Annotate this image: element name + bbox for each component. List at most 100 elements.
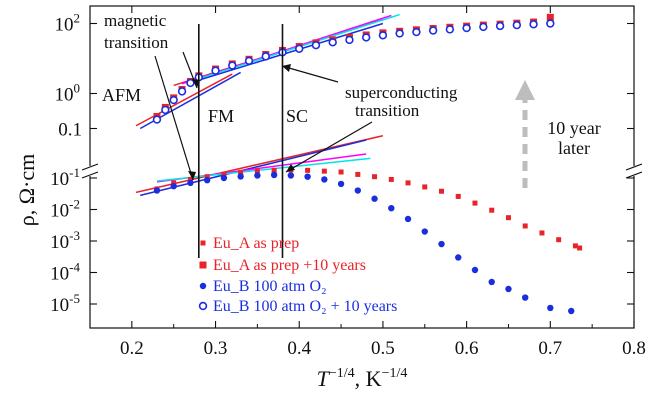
data-point-s2 xyxy=(153,187,161,194)
data-point-s2 xyxy=(270,171,278,179)
data-point-s2 xyxy=(421,228,428,235)
axis-break-mask-0 xyxy=(82,166,98,176)
data-point-s0 xyxy=(171,180,177,186)
data-point-s3 xyxy=(211,66,220,75)
data-point-s3 xyxy=(186,78,195,88)
data-point-s2 xyxy=(237,173,244,180)
y-tick-label-upper: 100 xyxy=(55,81,81,106)
data-point-s0 xyxy=(455,193,461,199)
data-point-s1 xyxy=(546,13,554,21)
data-point-s3 xyxy=(311,40,321,50)
fit-line-6 xyxy=(135,134,384,194)
superconducting-transition-label: transition xyxy=(355,101,420,120)
plot-frame xyxy=(89,5,635,329)
sc-arrow-upper xyxy=(281,65,339,83)
ten-year-label: 10 year xyxy=(547,118,600,138)
data-point-s0 xyxy=(388,176,394,182)
x-tick-label: 0.4 xyxy=(287,338,311,359)
legend-entry: Eu_A as prep xyxy=(213,235,299,252)
data-point-s3 xyxy=(378,31,388,40)
data-point-s2 xyxy=(337,180,345,188)
legend-marker xyxy=(198,301,208,311)
data-point-s3 xyxy=(428,26,438,35)
data-point-s2 xyxy=(371,195,378,202)
x-tick-label: 0.3 xyxy=(204,338,228,359)
data-point-s0 xyxy=(472,200,478,206)
data-point-s2 xyxy=(304,173,311,180)
data-point-s3 xyxy=(512,20,522,30)
data-point-s0 xyxy=(254,168,260,174)
x-tick-label: 0.8 xyxy=(622,338,646,359)
data-point-s3 xyxy=(395,29,404,38)
data-point-s2 xyxy=(547,304,554,312)
data-point-s0 xyxy=(405,180,411,186)
data-point-s0 xyxy=(204,174,210,180)
data-point-s0 xyxy=(238,169,244,175)
data-point-s2 xyxy=(522,294,529,301)
data-point-s0 xyxy=(556,237,562,243)
arrowhead xyxy=(188,171,196,180)
data-point-s3 xyxy=(161,105,170,115)
x-tick-label: 0.6 xyxy=(455,338,479,359)
axis-break-mark-0-a xyxy=(81,163,99,171)
data-point-s2 xyxy=(438,240,445,248)
data-point-s2 xyxy=(321,176,328,183)
axis-break-mask-1 xyxy=(626,166,642,176)
data-point-s0 xyxy=(187,176,193,182)
data-point-s2 xyxy=(220,174,228,182)
data-point-s3 xyxy=(361,33,371,42)
data-point-s2 xyxy=(187,179,194,187)
fit-line-0 xyxy=(135,73,233,127)
data-point-s3 xyxy=(228,61,237,70)
data-point-s0 xyxy=(372,174,378,180)
sc-label: SC xyxy=(286,106,308,126)
y-tick-label-lower: 10-5 xyxy=(50,291,80,316)
data-point-s3 xyxy=(295,44,304,53)
fit-line-4 xyxy=(190,13,400,83)
fm-label: FM xyxy=(208,106,234,126)
axis-break-mark-1-a xyxy=(625,163,643,171)
data-point-s3 xyxy=(546,19,555,28)
arrowhead xyxy=(192,79,200,88)
magnetic-transition-label: transition xyxy=(104,33,169,52)
data-point-s0 xyxy=(522,223,528,229)
arrowhead xyxy=(282,64,291,72)
y-tick-label-lower: 10-1 xyxy=(50,165,80,190)
legend-entry: Eu_B 100 atm O₂ + 10 years xyxy=(213,298,397,315)
data-point-s3 xyxy=(445,25,455,34)
data-point-s2 xyxy=(203,177,211,184)
data-point-s3 xyxy=(261,52,270,61)
data-point-s0 xyxy=(539,230,545,236)
data-point-s2 xyxy=(404,215,412,223)
data-point-s0 xyxy=(338,169,344,175)
data-point-s0 xyxy=(321,168,327,174)
data-point-s3 xyxy=(169,95,178,105)
data-point-s3 xyxy=(152,115,162,124)
data-point-s0 xyxy=(489,207,495,213)
data-point-s3 xyxy=(177,87,187,96)
data-point-s3 xyxy=(412,27,421,37)
axis-break-mark-0-b xyxy=(81,171,99,179)
fit-line-5 xyxy=(198,22,384,81)
y-tick-label-upper: 102 xyxy=(55,11,81,36)
data-point-s2 xyxy=(505,285,512,293)
data-point-s0 xyxy=(439,188,445,194)
ten-year-label: later xyxy=(558,138,590,158)
x-tick-label: 0.7 xyxy=(538,338,562,359)
y-tick-label-lower: 10-4 xyxy=(50,260,80,285)
data-point-s3 xyxy=(244,56,254,65)
legend-marker xyxy=(199,261,207,269)
data-point-s2 xyxy=(488,278,495,286)
legend-entry: Eu_A as prep +10 years xyxy=(213,257,366,274)
afm-label: AFM xyxy=(102,85,141,105)
y-tick-label-lower: 10-2 xyxy=(50,197,80,222)
axis-break-mark-1-b xyxy=(625,171,643,179)
data-point-s2 xyxy=(287,172,295,179)
data-point-s0 xyxy=(355,171,361,177)
data-point-s0 xyxy=(305,167,311,173)
data-point-s3 xyxy=(328,38,337,47)
data-point-s2 xyxy=(471,266,479,274)
data-point-s0 xyxy=(505,215,511,221)
